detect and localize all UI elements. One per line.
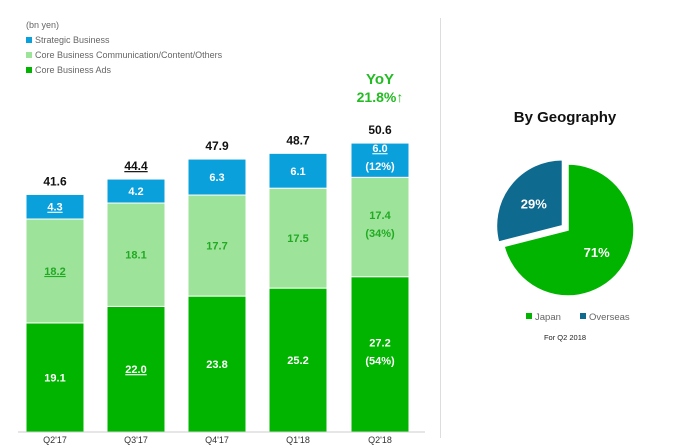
segment-label: 23.8: [206, 359, 227, 371]
bar-segment: [350, 176, 410, 278]
total-label: 47.9: [205, 139, 229, 153]
bar-segment: [106, 202, 166, 307]
share-label: (12%): [365, 161, 395, 173]
bar-segment: [268, 187, 328, 289]
pie-label: 29%: [521, 196, 547, 211]
total-label: 44.4: [124, 159, 148, 173]
legend-item: Core Business Ads: [26, 65, 222, 75]
segment-label: 19.1: [44, 372, 65, 384]
segment-label: 4.3: [47, 202, 62, 214]
legend-label: Core Business Ads: [35, 65, 112, 75]
pie-title: By Geography: [514, 109, 617, 126]
share-label: (54%): [365, 355, 395, 367]
segment-label: 6.3: [209, 172, 224, 184]
legend-label: Core Business Communication/Content/Othe…: [35, 50, 223, 60]
segment-label: 6.1: [290, 166, 305, 178]
yoy-label: YoY: [366, 71, 394, 88]
unit-label: (bn yen): [26, 20, 60, 30]
bar-segment: [350, 142, 410, 178]
legend-item: Core Business Communication/Content/Othe…: [26, 50, 222, 60]
bar-segment: [187, 158, 247, 196]
pie-footnote: For Q2 2018: [544, 333, 586, 342]
pie-legend-swatch: [526, 313, 532, 319]
segment-label: 22.0: [125, 364, 146, 376]
category-label: Q1'18: [286, 435, 310, 445]
divider: [440, 18, 441, 438]
bar-legend: (bn yen) Strategic Business Core Business…: [26, 20, 222, 75]
legend-label: Strategic Business: [35, 35, 110, 45]
segment-label: 4.2: [128, 186, 143, 198]
bar-segment: [268, 287, 328, 433]
bar-segment: [106, 305, 166, 433]
bar-segment: [106, 178, 166, 204]
segment-label: 17.5: [287, 233, 308, 245]
bar-segment: [187, 194, 247, 297]
segment-label: 6.0: [372, 143, 387, 155]
bar-segment: [25, 218, 85, 324]
bar-segment: [25, 193, 85, 220]
bar-segment: [350, 276, 410, 433]
yoy-value: 21.8%↑: [357, 89, 404, 105]
bar-segment: [187, 295, 247, 433]
pie-legend-label: Overseas: [589, 312, 630, 323]
segment-label: 25.2: [287, 355, 308, 367]
legend-swatch: [26, 67, 32, 73]
pie-label: 71%: [584, 245, 610, 260]
segment-label: 18.2: [44, 266, 65, 278]
pie-legend-label: Japan: [535, 312, 561, 323]
legend-item: Strategic Business: [26, 35, 222, 45]
pie-slice: [503, 163, 635, 297]
bar-segment: [268, 152, 328, 189]
segment-label: 27.2: [369, 337, 390, 349]
segment-label: 17.7: [206, 241, 227, 253]
pie-legend-swatch: [580, 313, 586, 319]
legend-swatch: [26, 52, 32, 58]
category-label: Q4'17: [205, 435, 229, 445]
category-label: Q2'17: [43, 435, 67, 445]
category-label: Q3'17: [124, 435, 148, 445]
total-label: 48.7: [286, 133, 310, 147]
segment-label: 17.4: [369, 210, 391, 222]
pie-slice: [495, 158, 564, 244]
share-label: (34%): [365, 228, 395, 240]
legend-swatch: [26, 37, 32, 43]
total-label: 41.6: [43, 174, 67, 188]
bar-segment: [25, 322, 85, 433]
category-label: Q2'18: [368, 435, 392, 445]
segment-label: 18.1: [125, 250, 146, 262]
total-label: 50.6: [368, 123, 392, 137]
